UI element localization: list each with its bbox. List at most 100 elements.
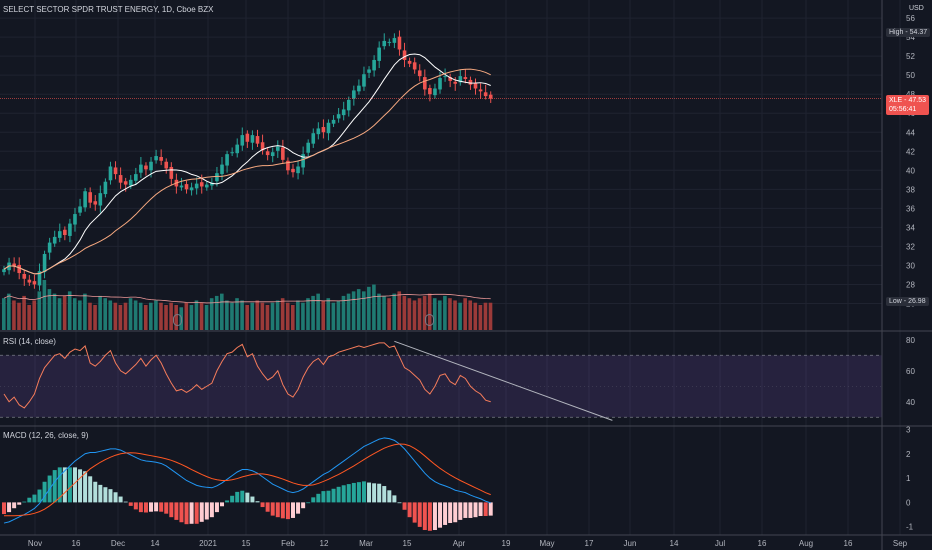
time-label: 19: [502, 539, 511, 548]
candle-body: [412, 62, 417, 70]
macd-histogram-bar: [301, 502, 306, 509]
rsi-pane[interactable]: 80 60 40: [0, 336, 915, 421]
price-label: 30: [906, 261, 915, 270]
candle-body: [473, 83, 478, 89]
candle: [169, 162, 174, 186]
macd-histogram-bar: [387, 490, 392, 503]
macd-histogram-bar: [138, 502, 143, 513]
volume-bar: [164, 305, 168, 330]
candle: [346, 96, 351, 117]
volume-bar: [427, 293, 432, 330]
time-label: Sep: [893, 539, 908, 548]
volume-bar: [52, 293, 57, 330]
macd-histogram-bar: [62, 467, 67, 503]
price-label: 42: [906, 147, 915, 156]
volume-bar: [2, 298, 6, 330]
dividend-marker-icon-2[interactable]: [425, 314, 434, 326]
time-label: 16: [72, 539, 81, 548]
candle-body: [98, 193, 103, 206]
volume-bar: [240, 300, 244, 330]
candle: [159, 149, 163, 166]
last-symbol: XLE: [889, 97, 903, 104]
volume-bar: [22, 295, 26, 330]
price-label: 48: [906, 90, 915, 99]
macd-histogram-bar: [230, 495, 235, 503]
macd-histogram-bar: [382, 486, 387, 503]
candle-body: [387, 41, 392, 43]
candle: [245, 130, 250, 148]
candle: [255, 129, 260, 147]
macd-histogram-bar: [179, 502, 184, 523]
macd-histogram-bar: [88, 476, 93, 503]
macd-histogram-bar: [483, 502, 488, 517]
candle: [47, 237, 52, 260]
volume-bar: [443, 295, 447, 330]
volume-bars: [2, 280, 493, 330]
time-label: 15: [403, 539, 412, 548]
macd-histogram-bar: [488, 502, 493, 516]
candle: [42, 250, 47, 279]
volume-bar: [265, 305, 270, 330]
candle-body: [286, 160, 290, 171]
volume-bar: [204, 305, 209, 330]
macd-histogram-bar: [377, 483, 382, 503]
candle-body: [83, 191, 87, 208]
candle: [103, 178, 108, 198]
macd-histogram-bar: [412, 502, 417, 523]
candle-body: [468, 79, 473, 85]
candle-body: [154, 156, 158, 161]
candle-body: [134, 174, 138, 181]
time-label: 14: [151, 539, 160, 548]
macd-histogram-bar: [199, 502, 204, 522]
volume-bar: [250, 302, 255, 330]
volume-bar: [72, 298, 77, 330]
candle-body: [291, 168, 295, 173]
candle-body: [17, 264, 22, 274]
macd-line: [3, 437, 491, 524]
macd-histogram-bar: [225, 500, 230, 503]
macd-histogram-bar: [133, 502, 138, 510]
candle: [281, 139, 285, 164]
volume-bar: [468, 300, 473, 330]
candle: [397, 30, 402, 56]
volume-bar: [7, 293, 11, 330]
volume-bar: [382, 295, 386, 330]
candle-body: [159, 156, 163, 161]
candle-body: [210, 182, 214, 186]
volume-bar: [311, 295, 315, 330]
time-label: 16: [844, 539, 853, 548]
time-label: Feb: [281, 539, 295, 548]
candle: [113, 161, 118, 180]
candle: [367, 66, 371, 79]
candle-body: [488, 94, 493, 99]
price-label: 40: [906, 166, 915, 175]
volume-bar: [220, 293, 224, 330]
macd-histogram-bar: [123, 501, 128, 503]
candle-body: [397, 36, 402, 50]
candle-body: [260, 142, 265, 151]
price-label: 44: [906, 128, 915, 137]
volume-bar: [402, 295, 407, 330]
price-candles[interactable]: [2, 30, 493, 291]
macd-histogram-bar: [169, 502, 174, 518]
macd-histogram-bar: [214, 502, 219, 513]
candle: [412, 57, 417, 74]
macd-histogram-bar: [7, 502, 12, 513]
volume-bar: [296, 300, 300, 330]
candle-body: [250, 135, 255, 143]
macd-pane[interactable]: 3 2 1 0 -1: [2, 425, 914, 532]
macd-histogram-bar: [458, 502, 463, 520]
candle: [134, 167, 138, 186]
dividend-marker-icon[interactable]: [173, 314, 182, 326]
candle-body: [377, 47, 381, 61]
macd-histogram-bar: [72, 467, 77, 503]
candle: [336, 107, 341, 123]
candle: [2, 265, 6, 276]
time-label: Jul: [715, 539, 725, 548]
macd-histogram-bar: [204, 502, 209, 520]
macd-histogram-bar: [98, 484, 103, 503]
candle-body: [164, 161, 169, 169]
volume-bar: [367, 286, 371, 330]
candle: [311, 128, 316, 148]
